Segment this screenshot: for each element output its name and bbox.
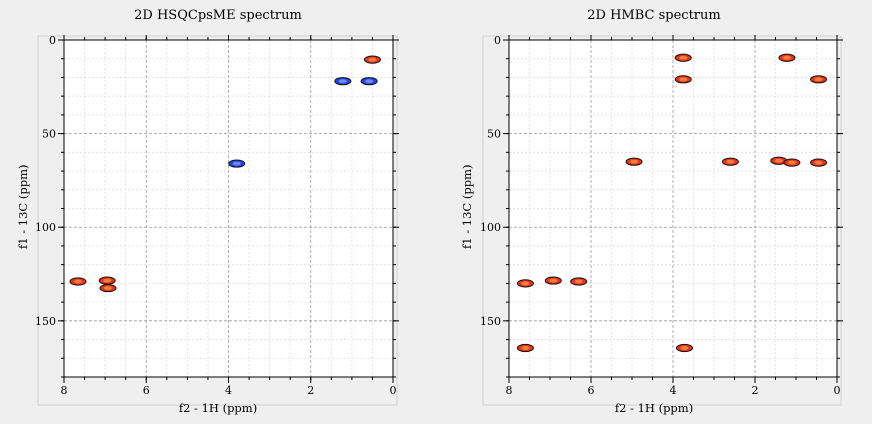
hsqc-chart-title: 2D HSQCpsME spectrum <box>134 8 302 23</box>
hmbc-y-axis-label: f1 - 13C (ppm) <box>460 164 474 249</box>
hmbc-peak-core <box>814 160 823 165</box>
hsqc-peak-1-2 <box>360 77 378 86</box>
hmbc-peak-0-5 <box>721 157 739 166</box>
hmbc-x-tick-label: 0 <box>834 384 841 397</box>
hsqc-peak-1-0 <box>228 159 246 168</box>
hmbc-peak-core <box>630 159 639 164</box>
hmbc-y-tick-label: 100 <box>480 221 501 234</box>
hsqc-peak-core <box>368 57 377 62</box>
hmbc-peak-0-4 <box>625 157 643 166</box>
hmbc-peak-0-6 <box>770 156 788 165</box>
hmbc-peak-core <box>521 345 530 350</box>
hmbc-x-axis-label: f2 - 1H (ppm) <box>614 401 694 415</box>
hmbc-y-tick-label: 50 <box>487 128 501 141</box>
hsqc-y-tick-label: 50 <box>42 128 56 141</box>
hmbc-chart-panel: 8 6 4 2 0 0 50 100 150 2D HMBC spectrum f2 - 1H … <box>436 0 872 424</box>
hsqc-x-tick-label: 0 <box>390 384 397 397</box>
hmbc-grid <box>508 39 838 378</box>
hmbc-peak-core <box>774 158 783 163</box>
hsqc-y-axis-label: f1 - 13C (ppm) <box>16 164 30 249</box>
hmbc-peak-core <box>574 279 583 284</box>
hsqc-y-tick-label: 150 <box>35 315 56 328</box>
hmbc-outer-frame <box>482 35 842 406</box>
hmbc-x-tick-label: 4 <box>670 384 677 397</box>
hmbc-peak-core <box>782 55 791 60</box>
hmbc-x-tick-label: 6 <box>588 384 595 397</box>
hmbc-peak-0-3 <box>810 75 828 84</box>
hmbc-peak-0-0 <box>674 53 692 62</box>
hmbc-peak-0-9 <box>516 279 534 288</box>
hmbc-peak-0-13 <box>675 343 693 353</box>
hsqc-chart-svg: 8 6 4 2 0 0 50 100 150 <box>35 34 399 406</box>
hsqc-chart-panel: 8 6 4 2 0 0 50 100 150 2D HSQCpsME spectrum f2 -… <box>16 8 399 415</box>
hmbc-y-tick-label: 0 <box>494 34 501 47</box>
hsqc-x-tick-label: 6 <box>143 384 150 397</box>
hmbc-x-tick-label: 2 <box>752 384 759 397</box>
hsqc-peak-core <box>73 279 82 284</box>
hsqc-peak-core <box>365 79 374 84</box>
hmbc-peak-0-2 <box>778 53 796 62</box>
hmbc-y-tick-label: 150 <box>480 315 501 328</box>
hmbc-peak-core <box>787 160 796 165</box>
hsqc-peak-0-1 <box>98 276 116 285</box>
hsqc-peak-core <box>103 278 112 283</box>
hmbc-peak-0-12 <box>516 343 534 353</box>
hmbc-x-tick-label: 8 <box>506 384 513 397</box>
hsqc-peak-1-1 <box>334 77 352 86</box>
hmbc-peak-0-1 <box>674 75 692 84</box>
hsqc-peak-0-2 <box>99 283 117 293</box>
hsqc-peak-0-0 <box>69 277 87 286</box>
hmbc-peak-core <box>521 281 530 286</box>
hsqc-peak-core <box>338 79 347 84</box>
hmbc-peak-core <box>726 159 735 164</box>
hsqc-y-tick-label: 100 <box>35 221 56 234</box>
hmbc-peak-0-11 <box>570 277 588 286</box>
hsqc-peak-core <box>232 161 241 166</box>
hmbc-peak-core <box>549 278 558 283</box>
hsqc-x-tick-label: 4 <box>225 384 232 397</box>
hsqc-x-tick-label: 8 <box>61 384 68 397</box>
hmbc-peak-core <box>679 77 688 82</box>
hmbc-chart-title: 2D HMBC spectrum <box>587 8 721 23</box>
hsqc-x-axis-label: f2 - 1H (ppm) <box>178 401 258 415</box>
hmbc-peak-0-8 <box>810 158 828 167</box>
hmbc-peak-core <box>680 345 689 350</box>
hmbc-peak-core <box>814 77 823 82</box>
hsqc-x-tick-label: 2 <box>307 384 314 397</box>
hsqc-outer-frame <box>37 35 398 406</box>
hsqc-y-tick-label: 0 <box>49 34 56 47</box>
hmbc-peak-core <box>679 55 688 60</box>
hmbc-chart-svg: 8 6 4 2 0 0 50 100 150 <box>480 34 843 406</box>
hsqc-peak-0-3 <box>363 55 381 64</box>
hmbc-peak-0-7 <box>783 158 801 167</box>
hsqc-peak-core <box>104 286 113 291</box>
hmbc-peak-0-10 <box>544 276 562 285</box>
